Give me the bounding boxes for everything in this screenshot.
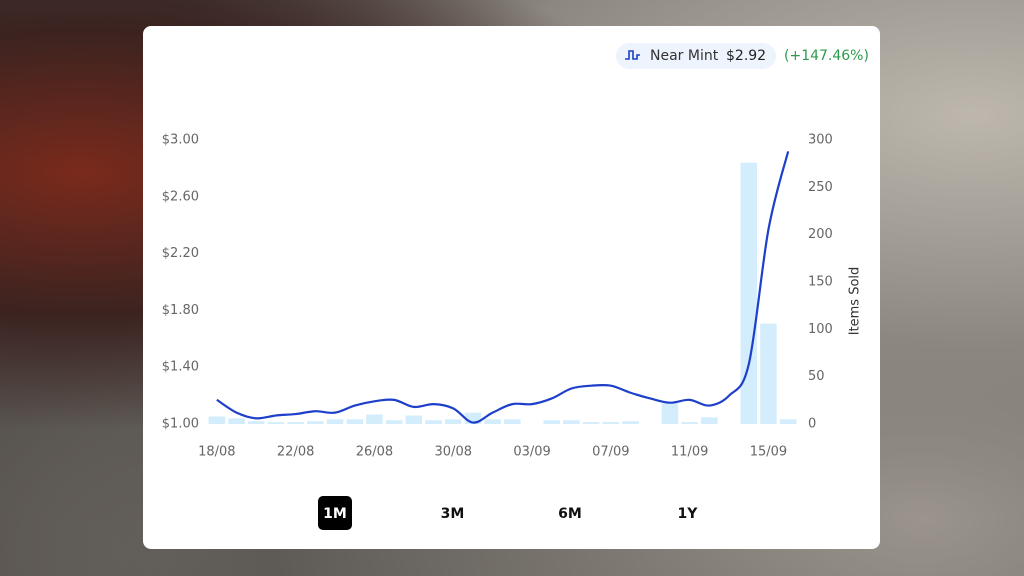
bar: [622, 421, 639, 424]
legend-name: Near Mint: [650, 48, 719, 64]
price-line: [216, 151, 790, 424]
legend-change: (+147.46%): [784, 48, 869, 64]
x-tick-label: 18/08: [198, 445, 235, 460]
bar: [287, 422, 304, 424]
y-tick-label: $3.00: [162, 133, 199, 148]
bar: [208, 416, 226, 424]
x-tick-label: 30/08: [435, 445, 472, 460]
bar: [228, 418, 245, 424]
x-tick-label: 15/09: [750, 445, 787, 460]
x-tick-label: 07/09: [592, 445, 629, 460]
bar: [582, 422, 600, 424]
legend-price: $2.92: [726, 48, 766, 64]
bar: [661, 403, 679, 424]
bar: [504, 419, 521, 424]
bar: [267, 422, 285, 424]
range-button-label: 1M: [323, 506, 347, 522]
bar: [740, 162, 758, 424]
x-tick-label: 03/09: [513, 445, 550, 460]
range-button[interactable]: 3M: [441, 506, 465, 522]
y2-tick-label: 150: [808, 275, 833, 290]
range-button[interactable]: 6M: [558, 506, 582, 522]
range-button-label: 3M: [441, 506, 465, 522]
legend-icon: [625, 50, 640, 60]
bar: [425, 420, 442, 424]
bar: [681, 422, 698, 424]
bar: [543, 420, 561, 424]
bar: [444, 419, 462, 424]
bar: [701, 417, 718, 424]
range-button[interactable]: 1Y: [678, 506, 699, 522]
bar: [405, 415, 423, 424]
y-tick-label: $2.20: [162, 246, 199, 261]
y-tick-label: $2.60: [162, 189, 199, 204]
y-tick-label: $1.00: [162, 417, 199, 432]
x-tick-label: 11/09: [671, 445, 708, 460]
y-tick-label: $1.80: [162, 303, 199, 318]
y2-tick-label: 250: [808, 180, 833, 195]
x-tick-label: 22/08: [277, 445, 314, 460]
bar: [346, 419, 364, 424]
bar: [247, 421, 265, 424]
y2-tick-label: 300: [808, 133, 833, 148]
range-button[interactable]: 1M: [318, 496, 352, 530]
bar: [484, 419, 501, 424]
range-button-label: 6M: [558, 506, 582, 522]
bar: [779, 419, 797, 424]
bar: [366, 414, 383, 424]
y2-axis-label: Items Sold: [848, 267, 863, 336]
y2-tick-label: 50: [808, 369, 825, 384]
chart: Near Mint $2.92 (+147.46%) Items Sold $1…: [162, 43, 869, 530]
y2-tick-label: 0: [808, 417, 816, 432]
y2-tick-label: 100: [808, 322, 833, 337]
bar: [326, 419, 344, 424]
legend-pill: [616, 43, 776, 69]
range-button-bg: [318, 496, 352, 530]
bar: [385, 420, 403, 424]
range-button-label: 1Y: [678, 506, 699, 522]
bar: [464, 412, 482, 424]
x-tick-label: 26/08: [356, 445, 393, 460]
chart-card: Near Mint $2.92 (+147.46%) Items Sold $1…: [143, 26, 880, 549]
bar: [760, 323, 777, 424]
bar: [307, 421, 324, 424]
bar: [602, 422, 620, 424]
y-tick-label: $1.40: [162, 360, 199, 375]
y2-tick-label: 200: [808, 227, 833, 242]
bar: [563, 420, 580, 424]
